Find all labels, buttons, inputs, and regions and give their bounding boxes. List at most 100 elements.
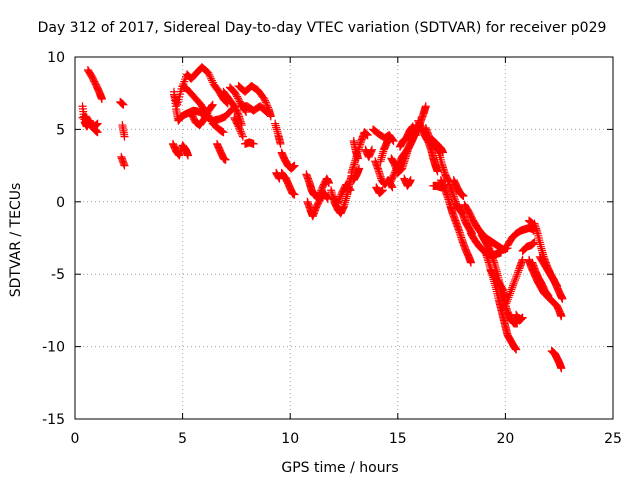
data-point xyxy=(363,131,372,140)
data-point xyxy=(513,268,522,277)
data-point xyxy=(355,164,364,173)
data-point xyxy=(262,108,271,117)
data-point xyxy=(333,199,342,208)
data-point xyxy=(261,96,270,105)
x-tick-label: 5 xyxy=(178,431,187,447)
data-point xyxy=(504,293,513,302)
data-point xyxy=(208,100,217,109)
data-point xyxy=(498,284,507,293)
data-point xyxy=(334,195,343,204)
x-tick-label: 25 xyxy=(604,431,622,447)
data-point xyxy=(513,270,522,279)
data-point xyxy=(345,184,354,193)
data-point xyxy=(336,192,345,201)
data-point xyxy=(206,72,215,81)
data-point xyxy=(120,132,129,141)
data-point xyxy=(275,174,284,183)
data-point xyxy=(406,176,415,185)
data-point xyxy=(367,145,376,154)
data-point xyxy=(544,291,553,300)
data-point xyxy=(503,297,512,306)
data-point xyxy=(234,94,243,103)
data-point xyxy=(232,90,241,99)
y-tick-label: 10 xyxy=(47,50,65,66)
data-point xyxy=(557,364,566,373)
y-axis-label: SDTVAR / TECUs xyxy=(8,183,24,298)
data-point xyxy=(207,74,216,83)
chart-title: Day 312 of 2017, Sidereal Day-to-day VTE… xyxy=(38,20,607,36)
data-point xyxy=(290,190,299,199)
data-point xyxy=(466,258,475,267)
data-point xyxy=(119,100,128,109)
y-tick-label: 0 xyxy=(56,195,65,211)
data-point xyxy=(509,279,518,288)
data-point xyxy=(389,171,398,180)
data-point xyxy=(335,194,344,203)
data-point xyxy=(518,313,527,322)
data-point xyxy=(219,128,228,137)
data-point xyxy=(497,248,506,257)
data-point xyxy=(261,107,270,116)
data-point xyxy=(235,124,244,133)
data-point xyxy=(511,275,520,284)
data-point xyxy=(234,122,243,131)
data-point xyxy=(378,186,387,195)
data-point xyxy=(508,281,517,290)
data-point xyxy=(346,186,355,195)
data-point xyxy=(234,95,243,104)
data-point xyxy=(421,102,430,111)
data-point xyxy=(263,101,272,110)
data-point xyxy=(506,287,515,296)
plot-frame xyxy=(74,56,614,420)
data-point xyxy=(233,92,242,101)
data-point xyxy=(512,345,521,354)
data-point xyxy=(506,289,515,298)
data-point xyxy=(208,101,217,110)
data-point xyxy=(236,127,245,136)
data-point xyxy=(512,272,521,281)
data-point xyxy=(262,100,271,109)
data-point xyxy=(502,299,511,308)
axis-ticks: 0 5 10 15 20 25 -15 -10 -5 0 5 10 xyxy=(42,50,622,447)
data-point xyxy=(120,161,129,170)
data-point xyxy=(503,295,512,304)
data-point xyxy=(345,185,354,194)
data-point xyxy=(207,102,216,111)
data-point xyxy=(459,192,468,201)
data-point xyxy=(508,283,517,292)
data-point xyxy=(238,132,247,141)
data-point xyxy=(260,94,269,103)
data-point xyxy=(235,125,244,134)
data-point xyxy=(231,89,240,98)
y-tick-label: 5 xyxy=(56,122,65,138)
data-point xyxy=(553,281,562,290)
data-point xyxy=(92,121,101,130)
data-point xyxy=(324,178,333,187)
x-axis-label: GPS time / hours xyxy=(281,460,398,476)
y-tick-label: -10 xyxy=(42,340,65,356)
data-point xyxy=(93,128,102,137)
data-point xyxy=(208,76,217,85)
data-point xyxy=(249,139,258,148)
y-tick-label: -5 xyxy=(51,267,65,283)
x-tick-label: 15 xyxy=(389,431,407,447)
data-point xyxy=(557,312,566,321)
data-point xyxy=(205,70,214,79)
data-point xyxy=(276,139,285,148)
data-point xyxy=(510,277,519,286)
x-tick-label: 0 xyxy=(71,431,80,447)
y-tick-label: -15 xyxy=(42,412,65,428)
data-point xyxy=(221,155,230,164)
data-point xyxy=(92,120,101,129)
data-point xyxy=(238,130,247,139)
data-points xyxy=(78,63,567,373)
data-point xyxy=(261,98,270,107)
x-tick-label: 20 xyxy=(496,431,514,447)
data-point xyxy=(385,131,394,140)
x-tick-label: 10 xyxy=(281,431,299,447)
data-point xyxy=(97,94,106,103)
data-point xyxy=(237,129,246,138)
data-point xyxy=(353,154,362,163)
data-point xyxy=(204,68,213,77)
